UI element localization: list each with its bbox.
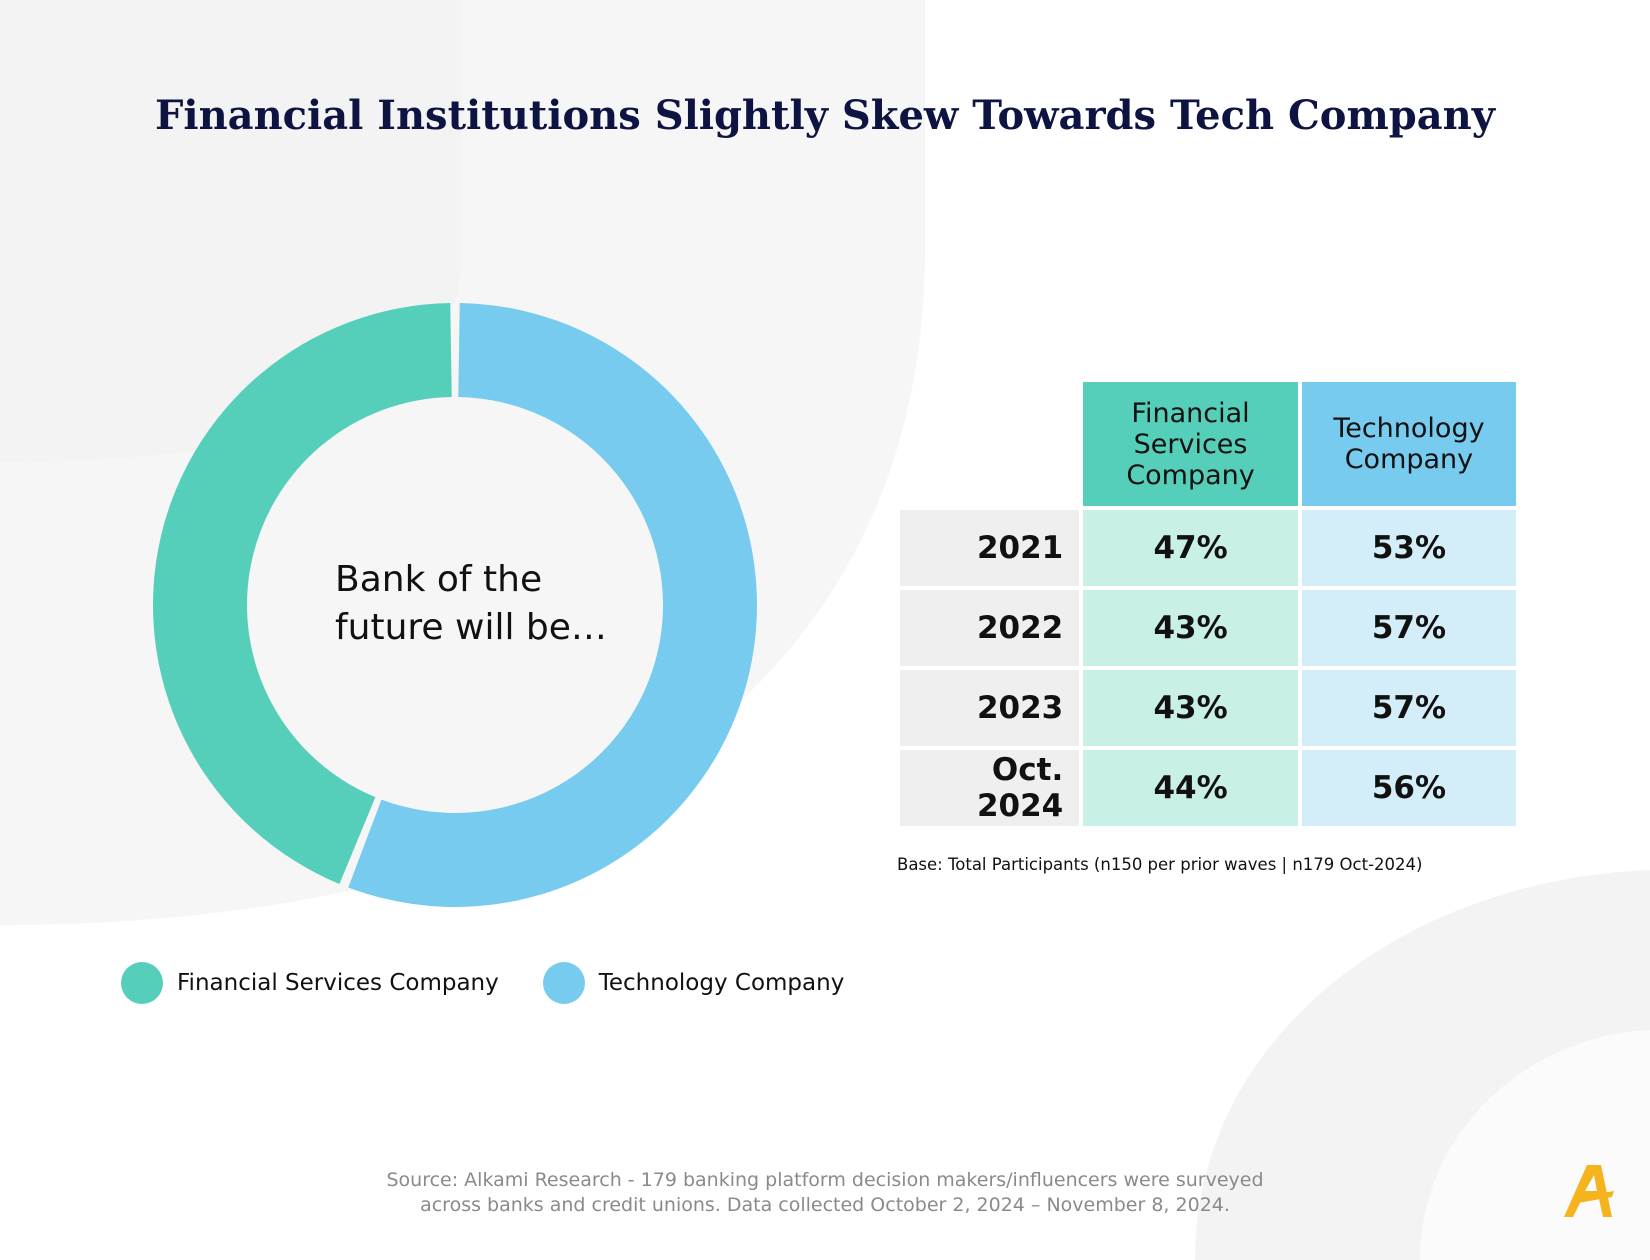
table-header-row: Financial Services Company Technology Co… <box>898 378 1521 510</box>
legend-label-financial-services: Financial Services Company <box>177 970 499 996</box>
table-row: 2023 43% 57% <box>895 666 1521 750</box>
table-corner-cell <box>898 380 1081 508</box>
row-year-label: Oct. 2024 <box>895 746 1084 830</box>
legend-item-technology: Technology Company <box>542 962 845 1004</box>
row-year-label: 2021 <box>895 506 1084 590</box>
table-row: 2022 43% 57% <box>895 586 1521 670</box>
table-row: 2021 47% 53% <box>895 506 1521 590</box>
cell-financial-value: 43% <box>1079 586 1302 670</box>
column-header-financial-services: Financial Services Company <box>1079 378 1302 510</box>
source-line-2: across banks and credit unions. Data col… <box>420 1194 1230 1216</box>
column-header-financial-line-1: Financial <box>1131 397 1250 429</box>
source-note: Source: Alkami Research - 179 banking pl… <box>0 1168 1650 1218</box>
cell-financial-value: 47% <box>1079 506 1302 590</box>
source-line-1: Source: Alkami Research - 179 banking pl… <box>386 1169 1264 1191</box>
chart-legend: Financial Services Company Technology Co… <box>121 962 888 1004</box>
alkami-logo-icon <box>1564 1165 1614 1217</box>
row-year-label: 2023 <box>895 666 1084 750</box>
cell-financial-value: 44% <box>1079 746 1302 830</box>
legend-swatch-financial-services <box>121 962 163 1004</box>
survey-results-table: Financial Services Company Technology Co… <box>895 378 1521 830</box>
table-row: Oct. 2024 44% 56% <box>895 746 1521 830</box>
cell-technology-value: 57% <box>1297 666 1521 750</box>
page-title: Financial Institutions Slightly Skew Tow… <box>155 92 1495 139</box>
cell-technology-value: 53% <box>1297 506 1521 590</box>
donut-center-label: Bank of the future will be… <box>335 556 607 652</box>
legend-label-technology: Technology Company <box>598 970 845 996</box>
legend-swatch-technology <box>542 962 585 1004</box>
donut-center-line-2: future will be… <box>335 607 607 648</box>
column-header-technology-line-1: Technology <box>1333 413 1485 444</box>
column-header-technology: Technology Company <box>1297 378 1521 510</box>
cell-technology-value: 57% <box>1297 586 1521 670</box>
row-year-label: 2022 <box>895 586 1084 670</box>
donut-chart <box>153 303 757 908</box>
column-header-technology-line-2: Company <box>1344 444 1474 475</box>
column-header-financial-line-3: Company <box>1126 459 1255 491</box>
cell-financial-value: 43% <box>1079 666 1302 750</box>
donut-center-line-1: Bank of the <box>335 559 543 600</box>
legend-item-financial-services: Financial Services Company <box>121 962 499 1004</box>
donut-segment-technology <box>348 303 757 908</box>
donut-segment-financial-services <box>153 303 452 885</box>
base-note: Base: Total Participants (n150 per prior… <box>897 855 1423 874</box>
cell-technology-value: 56% <box>1297 746 1521 830</box>
column-header-financial-line-2: Services <box>1133 428 1248 460</box>
